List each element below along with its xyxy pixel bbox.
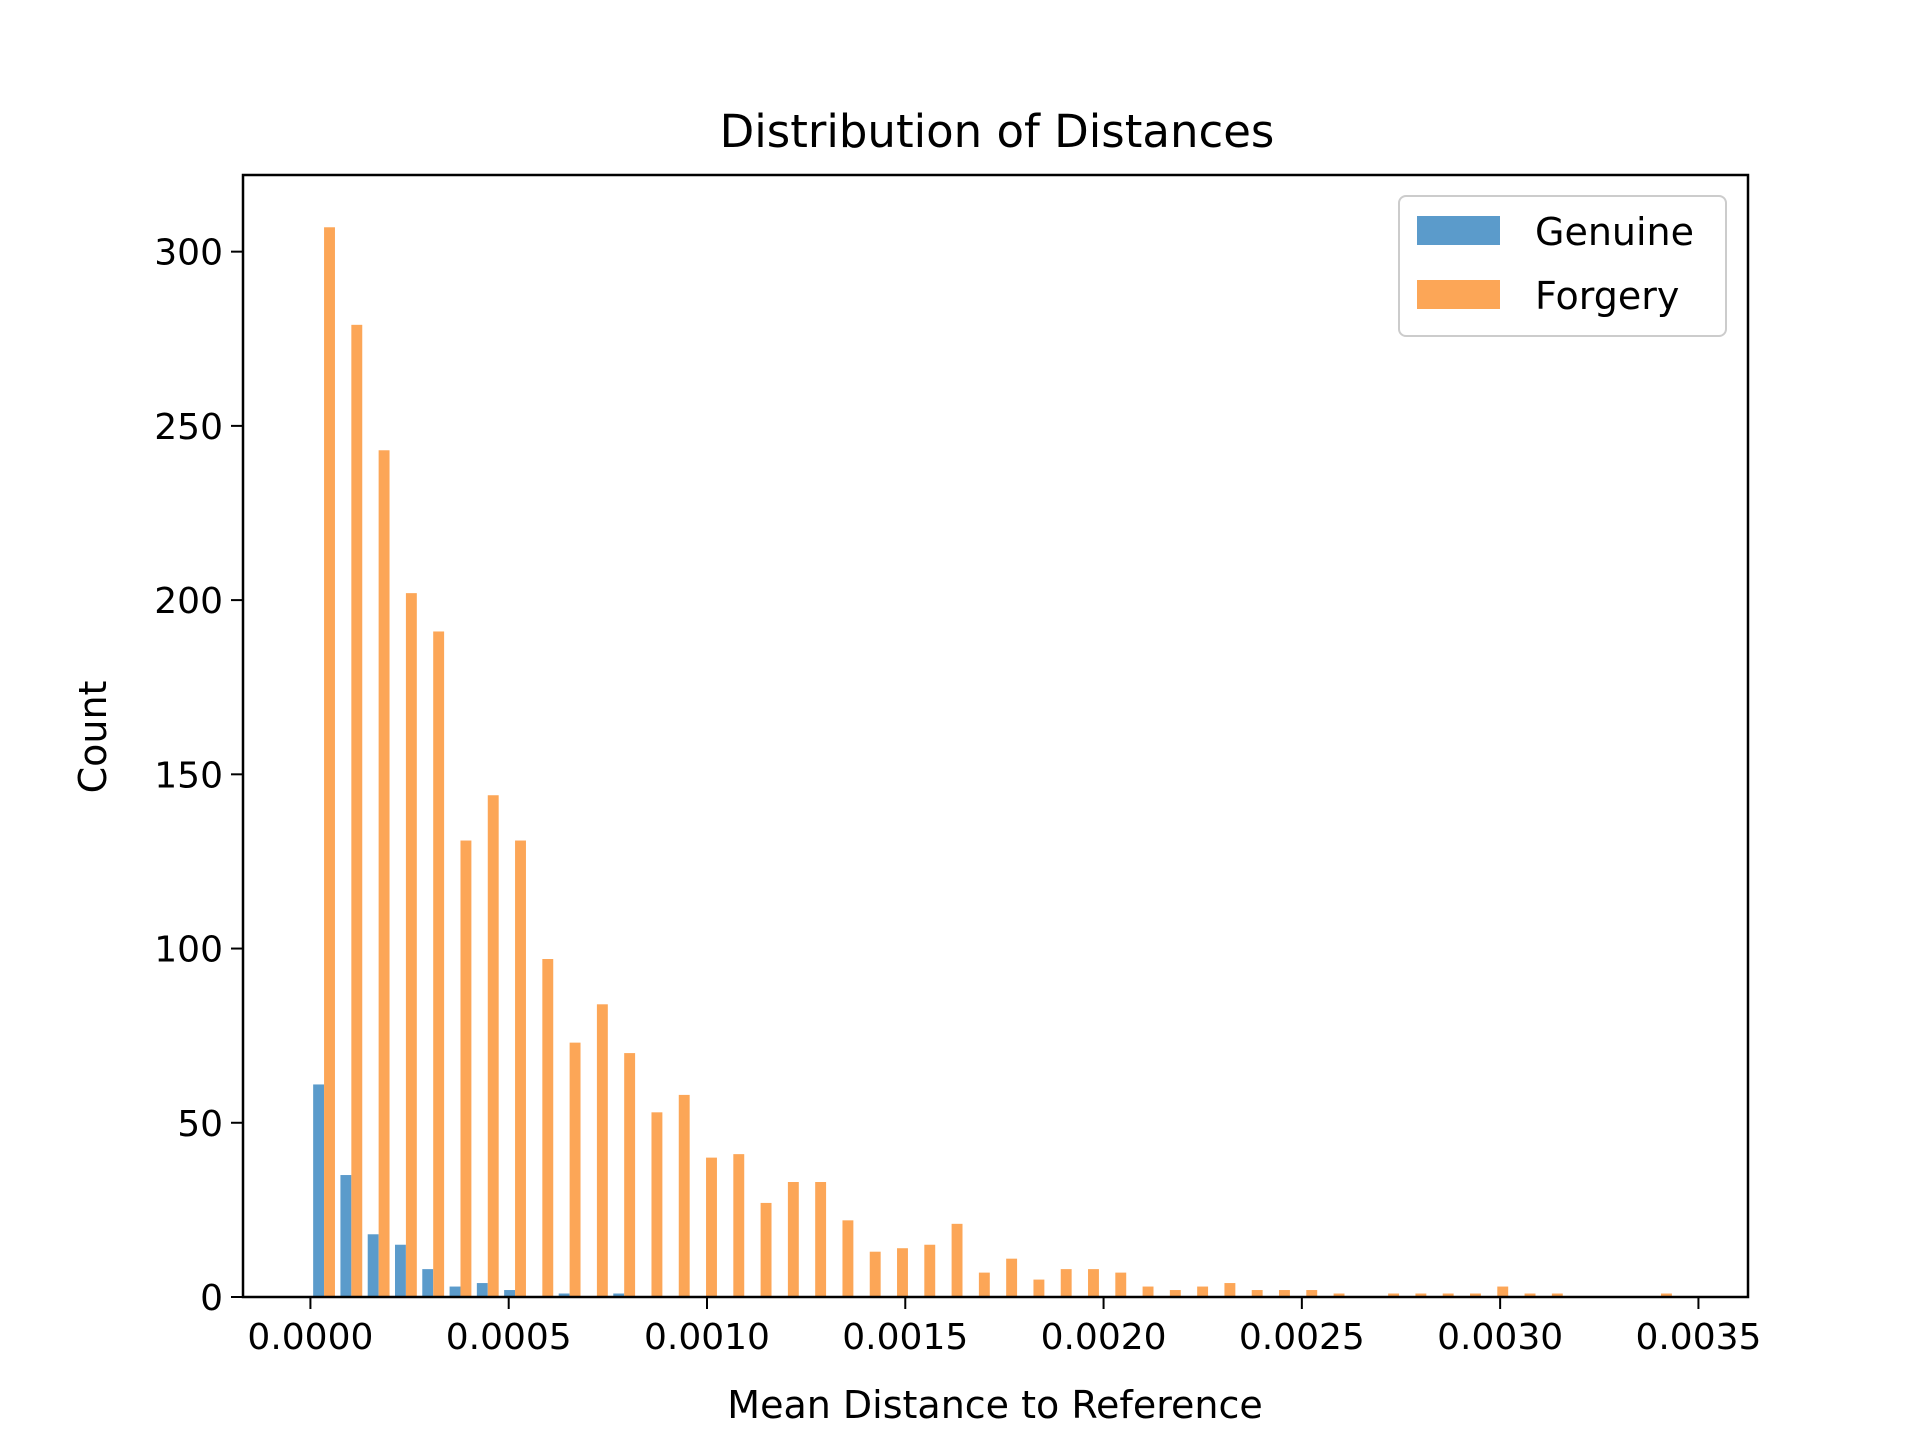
- legend-label-genuine: Genuine: [1535, 210, 1694, 254]
- bar-forgery-26: [1033, 1279, 1045, 1297]
- bar-forgery-34: [1251, 1290, 1263, 1297]
- bar-forgery-25: [1006, 1258, 1018, 1297]
- bar-forgery-18: [815, 1182, 827, 1297]
- bar-forgery-27: [1060, 1269, 1072, 1297]
- y-tick-label: 300: [154, 233, 223, 274]
- bar-forgery-36: [1306, 1290, 1318, 1297]
- bar-forgery-17: [787, 1182, 799, 1297]
- x-tick-label: 0.0030: [1437, 1317, 1563, 1358]
- bar-forgery-29: [1115, 1272, 1127, 1297]
- bar-forgery-39: [1388, 1293, 1400, 1297]
- bar-forgery-19: [842, 1220, 854, 1297]
- bar-forgery-22: [924, 1244, 936, 1297]
- bar-forgery-24: [978, 1272, 990, 1297]
- bar-forgery-16: [760, 1202, 772, 1297]
- y-axis-ticks: 0 50 100 150 200 250 300: [154, 233, 243, 1319]
- bar-forgery-3: [405, 593, 417, 1297]
- bar-forgery-21: [897, 1248, 908, 1297]
- y-tick-label: 0: [200, 1278, 223, 1319]
- bar-forgery-2: [378, 450, 390, 1297]
- y-tick-label: 100: [154, 930, 223, 971]
- legend-swatch-genuine: [1417, 216, 1500, 245]
- bar-forgery-49: [1660, 1293, 1672, 1297]
- legend-swatch-forgery: [1417, 280, 1500, 309]
- y-tick-label: 200: [154, 581, 223, 622]
- legend-label-forgery: Forgery: [1535, 274, 1679, 318]
- y-tick-label: 50: [177, 1104, 223, 1145]
- bar-forgery-13: [678, 1094, 690, 1297]
- x-tick-label: 0.0005: [446, 1317, 572, 1358]
- bar-forgery-30: [1142, 1286, 1154, 1297]
- bar-forgery-42: [1470, 1293, 1481, 1297]
- bar-forgery-43: [1497, 1286, 1509, 1297]
- bar-forgery-28: [1088, 1269, 1099, 1297]
- bar-forgery-35: [1279, 1290, 1290, 1297]
- chart-title: Distribution of Distances: [720, 105, 1275, 158]
- bar-forgery-15: [733, 1154, 745, 1297]
- bar-forgery-6: [487, 795, 499, 1297]
- bar-forgery-31: [1169, 1290, 1181, 1297]
- y-axis-label: Count: [71, 681, 115, 794]
- bar-forgery-14: [706, 1157, 717, 1297]
- x-tick-label: 0.0025: [1239, 1317, 1365, 1358]
- bar-forgery-33: [1224, 1283, 1236, 1297]
- bar-forgery-8: [542, 959, 554, 1297]
- bar-genuine-7: [504, 1290, 516, 1297]
- bar-forgery-9: [569, 1042, 581, 1297]
- bar-genuine-6: [476, 1283, 488, 1297]
- bar-genuine-1: [340, 1175, 352, 1297]
- bar-forgery-4: [433, 631, 445, 1297]
- legend: Genuine Forgery: [1398, 195, 1727, 337]
- bar-series-group: [313, 227, 1672, 1298]
- x-axis-label: Mean Distance to Reference: [727, 1383, 1262, 1427]
- bar-forgery-20: [869, 1251, 881, 1297]
- x-tick-label: 0.0015: [842, 1317, 968, 1358]
- bar-genuine-3: [395, 1244, 406, 1297]
- bar-forgery-0: [324, 227, 335, 1297]
- x-tick-label: 0.0010: [644, 1317, 770, 1358]
- bar-genuine-4: [422, 1269, 434, 1297]
- x-tick-label: 0.0035: [1635, 1317, 1761, 1358]
- bar-forgery-1: [351, 324, 363, 1298]
- bar-genuine-0: [313, 1084, 325, 1297]
- bar-forgery-41: [1442, 1293, 1454, 1297]
- x-tick-label: 0.0000: [247, 1317, 373, 1358]
- x-tick-label: 0.0020: [1041, 1317, 1167, 1358]
- plot-frame: [241, 173, 1750, 1299]
- bar-forgery-45: [1551, 1293, 1563, 1297]
- bar-forgery-5: [460, 840, 472, 1297]
- bar-genuine-5: [449, 1286, 461, 1297]
- bar-forgery-32: [1197, 1286, 1209, 1297]
- bar-forgery-7: [515, 840, 526, 1297]
- bar-genuine-9: [558, 1293, 570, 1297]
- bar-forgery-23: [951, 1223, 963, 1297]
- bar-genuine-2: [367, 1234, 379, 1297]
- bar-forgery-37: [1333, 1293, 1345, 1297]
- bar-forgery-11: [624, 1053, 636, 1297]
- x-axis-ticks: 0.0000 0.0005 0.0010 0.0015 0.0020 0.0025 0.00…: [247, 1297, 1761, 1358]
- bar-forgery-40: [1415, 1293, 1427, 1297]
- bar-forgery-44: [1524, 1293, 1536, 1297]
- y-tick-label: 150: [154, 755, 223, 796]
- y-tick-label: 250: [154, 407, 223, 448]
- bar-forgery-10: [596, 1004, 608, 1297]
- bar-forgery-12: [651, 1112, 663, 1297]
- bar-genuine-11: [613, 1293, 625, 1297]
